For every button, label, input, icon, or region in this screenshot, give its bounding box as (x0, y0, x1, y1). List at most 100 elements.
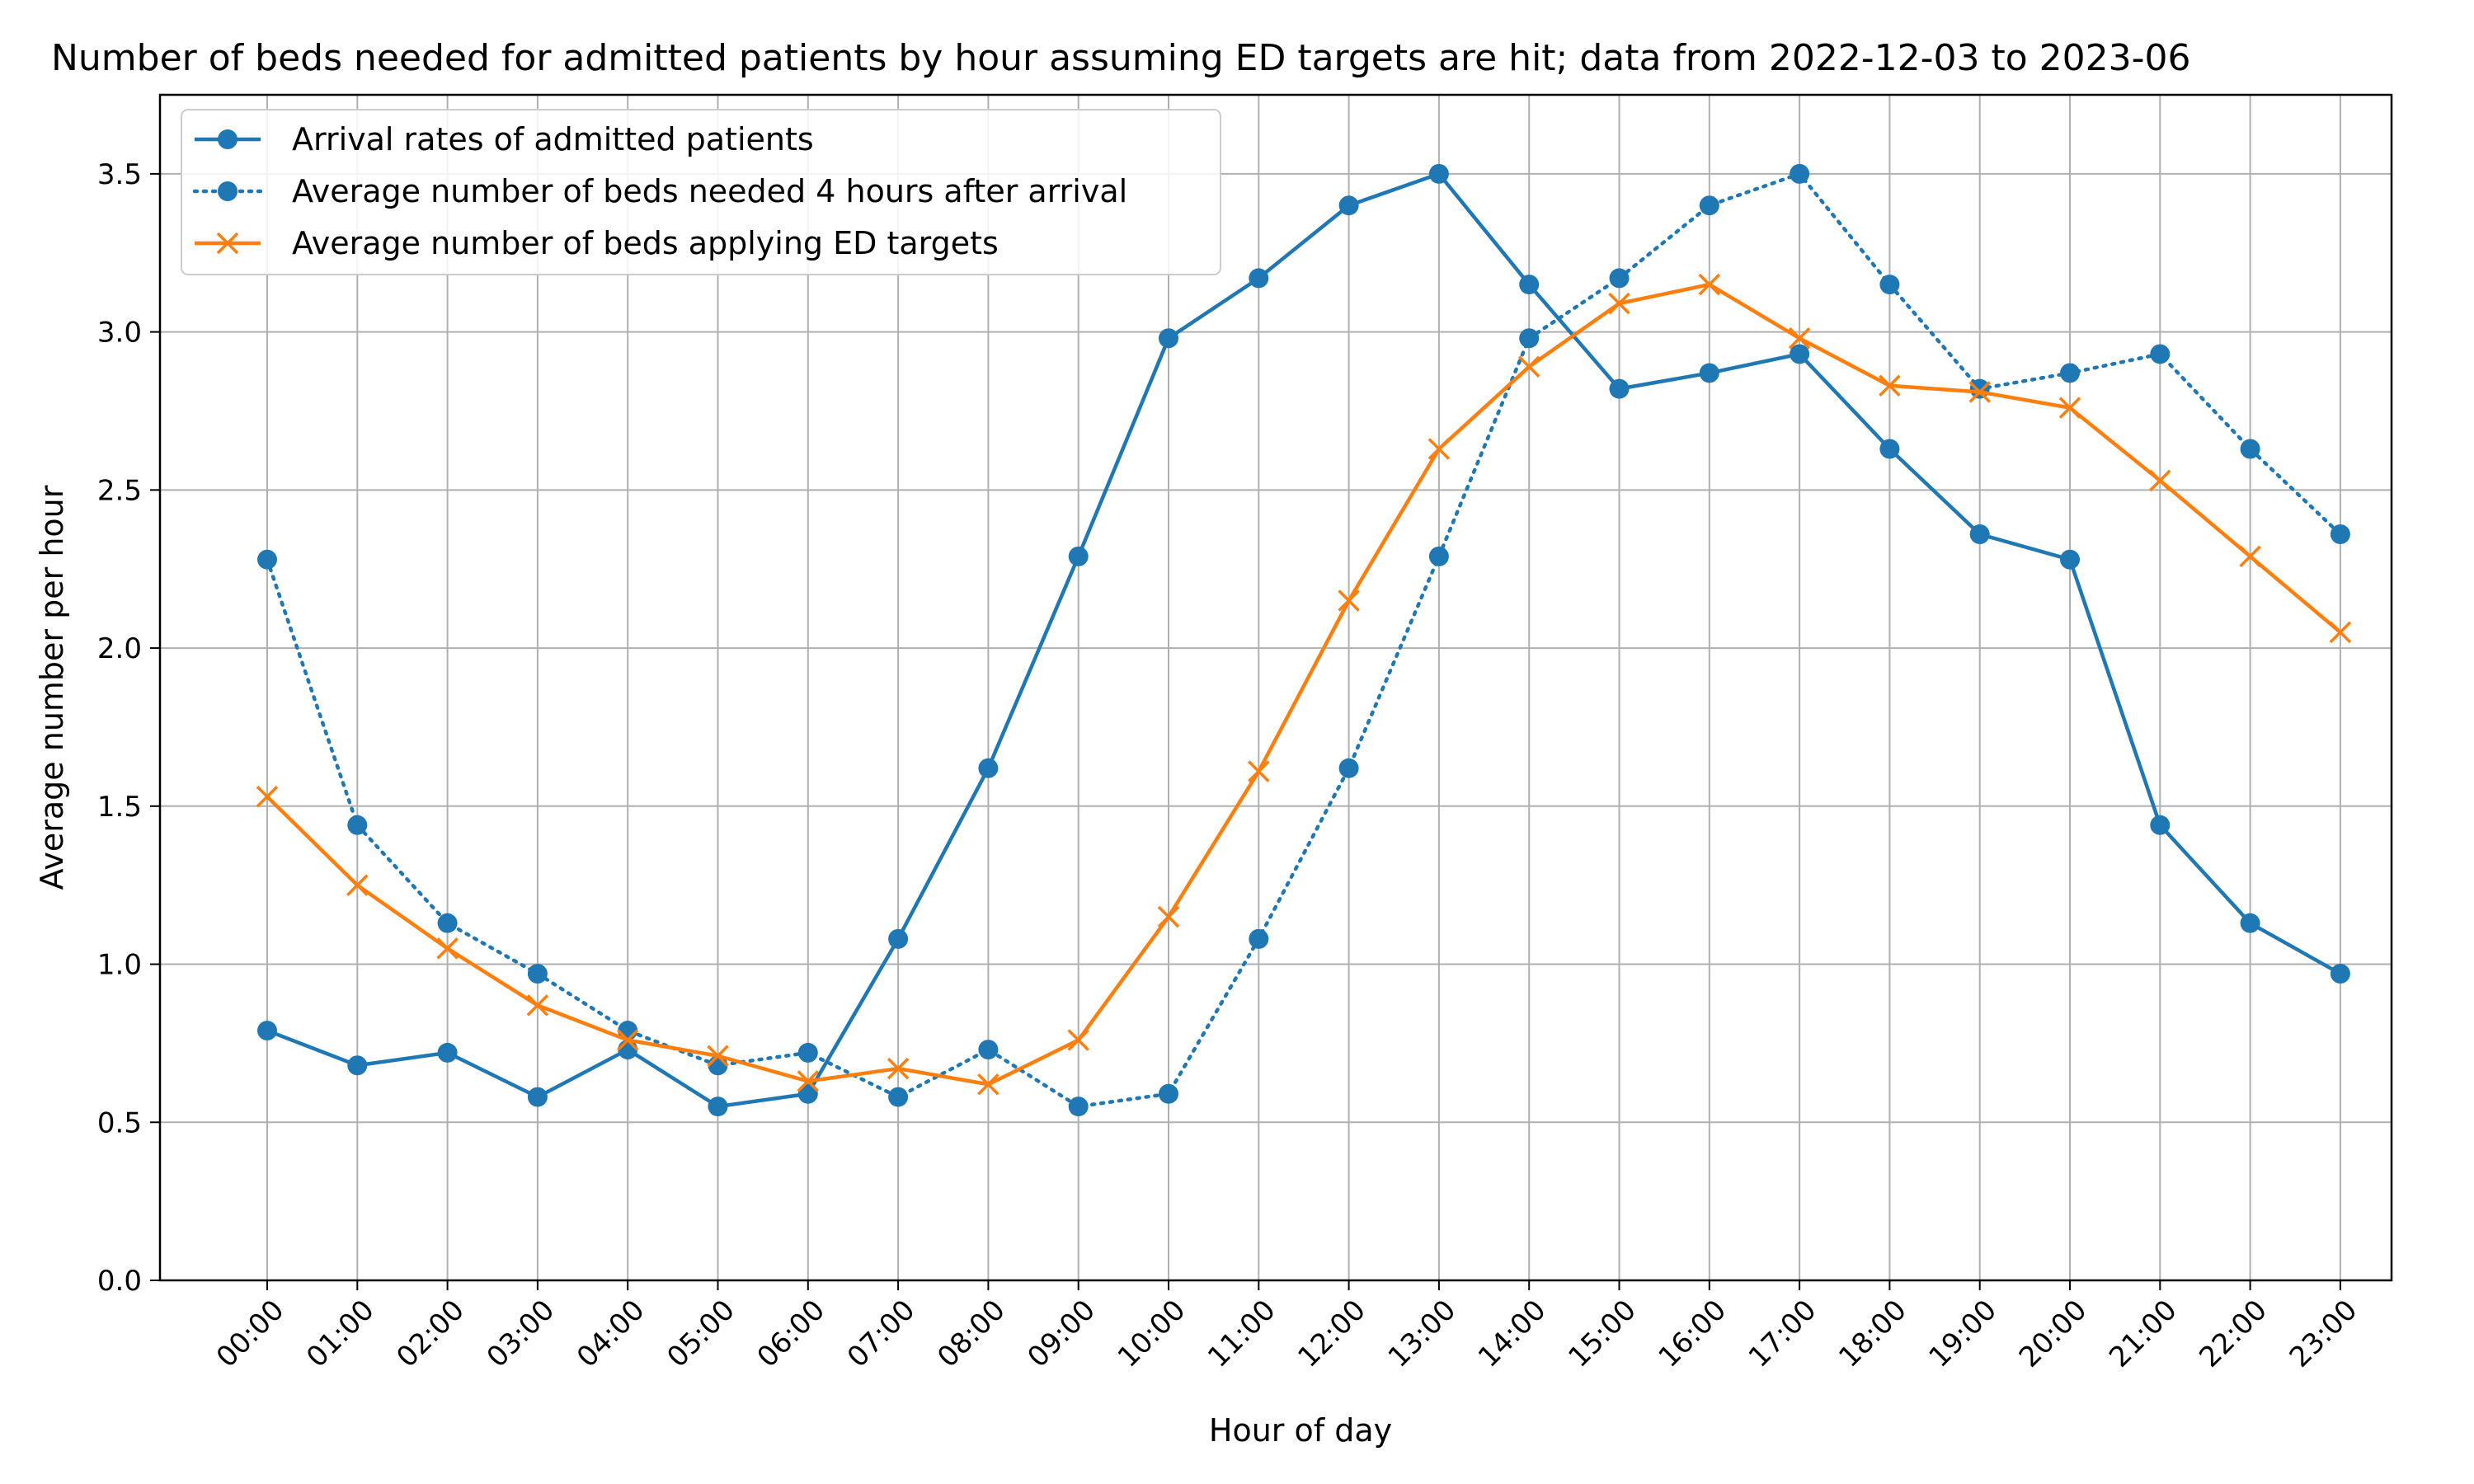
y-tick-label: 0.5 (97, 1106, 142, 1139)
data-point (1427, 438, 1451, 460)
data-point (616, 1029, 639, 1051)
data-point (2239, 545, 2261, 568)
data-point (346, 874, 369, 896)
data-point (1428, 546, 1449, 566)
grid (160, 95, 2392, 1281)
data-point (1519, 328, 1540, 349)
data-point (1067, 1029, 1089, 1051)
data-point (1879, 439, 1900, 459)
data-point (2240, 913, 2260, 933)
data-point (1608, 292, 1630, 315)
legend-label: Arrival rates of admitted patients (292, 121, 814, 157)
data-point (1068, 546, 1089, 566)
x-axis-label: Hour of day (1209, 1412, 1392, 1449)
data-point (2149, 469, 2171, 492)
data-point (1609, 378, 1630, 399)
data-point (978, 758, 999, 778)
y-tick-label: 2.5 (97, 474, 142, 507)
series-line (265, 171, 2343, 1109)
data-point (437, 913, 458, 933)
data-point (1519, 275, 1540, 295)
data-point (1788, 327, 1811, 350)
legend-item: Average number of beds needed 4 hours af… (192, 173, 1127, 209)
data-point (1338, 195, 1359, 216)
data-point (437, 1042, 458, 1063)
data-point (1879, 275, 1900, 295)
legend-swatch-marker (216, 232, 239, 255)
data-point (1699, 363, 1719, 383)
data-point (1969, 378, 1990, 399)
data-point (1517, 355, 1540, 378)
data-point (1157, 905, 1180, 928)
data-point (708, 1097, 728, 1117)
data-point (2329, 621, 2352, 644)
data-point (256, 786, 279, 808)
data-point (347, 1055, 368, 1076)
y-tick-label: 1.5 (97, 791, 142, 824)
data-point (707, 1045, 729, 1067)
data-point (1968, 381, 1991, 403)
data-point (527, 1087, 548, 1107)
series-3 (256, 273, 2352, 1096)
data-point (1159, 1083, 1178, 1104)
data-point (888, 1087, 909, 1107)
data-point (1338, 758, 1359, 778)
data-point (2330, 964, 2350, 984)
y-tick-label: 1.0 (97, 949, 142, 982)
data-point (888, 928, 909, 949)
data-series (256, 163, 2352, 1117)
data-point (2150, 815, 2171, 835)
data-point (257, 549, 277, 570)
legend-swatch-marker (218, 181, 238, 201)
series-line (266, 171, 2342, 1109)
data-point (1790, 344, 1810, 364)
data-point (2058, 397, 2081, 419)
data-point (257, 1021, 277, 1041)
y-axis-label: Average number per hour (34, 485, 70, 890)
legend-swatch-marker (218, 129, 238, 149)
data-point (1249, 928, 1269, 949)
legend-label: Average number of beds applying ED targe… (292, 225, 999, 261)
data-point (2330, 524, 2350, 545)
data-point (797, 1042, 818, 1063)
data-point (1428, 163, 1449, 184)
data-point (978, 1040, 999, 1060)
legend: Arrival rates of admitted patients Averag… (181, 109, 1221, 275)
plot-frame (158, 93, 2393, 1282)
data-point (797, 1083, 818, 1104)
data-point (977, 1073, 999, 1096)
data-point (1248, 760, 1270, 782)
data-point (1609, 268, 1630, 289)
legend-label: Average number of beds needed 4 hours af… (292, 173, 1127, 209)
data-point (2060, 549, 2080, 570)
series-1 (257, 163, 2350, 1117)
data-point (526, 994, 549, 1017)
data-point (1699, 195, 1719, 216)
series-2 (257, 163, 2350, 1117)
data-point (1068, 1097, 1089, 1117)
data-point (1698, 273, 1721, 296)
y-tick-label: 0.0 (97, 1265, 142, 1298)
data-point (1159, 328, 1178, 349)
y-tick-label: 2.0 (97, 632, 142, 665)
series-line (266, 282, 2342, 1087)
data-point (797, 1070, 820, 1092)
data-point (347, 815, 368, 835)
legend-box (181, 109, 1221, 275)
data-point (1790, 163, 1810, 184)
data-point (2060, 363, 2080, 383)
chart-title: Number of beds needed for admitted patie… (51, 37, 2191, 79)
data-point (1879, 374, 1901, 397)
data-point (1249, 268, 1269, 289)
y-tick-label: 3.5 (97, 158, 142, 191)
y-tick-label: 3.0 (97, 317, 142, 350)
data-point (2150, 344, 2171, 364)
data-point (887, 1057, 910, 1080)
legend-item: Average number of beds applying ED targe… (195, 225, 999, 261)
data-point (1969, 524, 1990, 545)
data-point (527, 964, 548, 984)
legend-item: Arrival rates of admitted patients (195, 121, 814, 157)
data-point (436, 937, 459, 960)
data-point (2240, 439, 2260, 459)
